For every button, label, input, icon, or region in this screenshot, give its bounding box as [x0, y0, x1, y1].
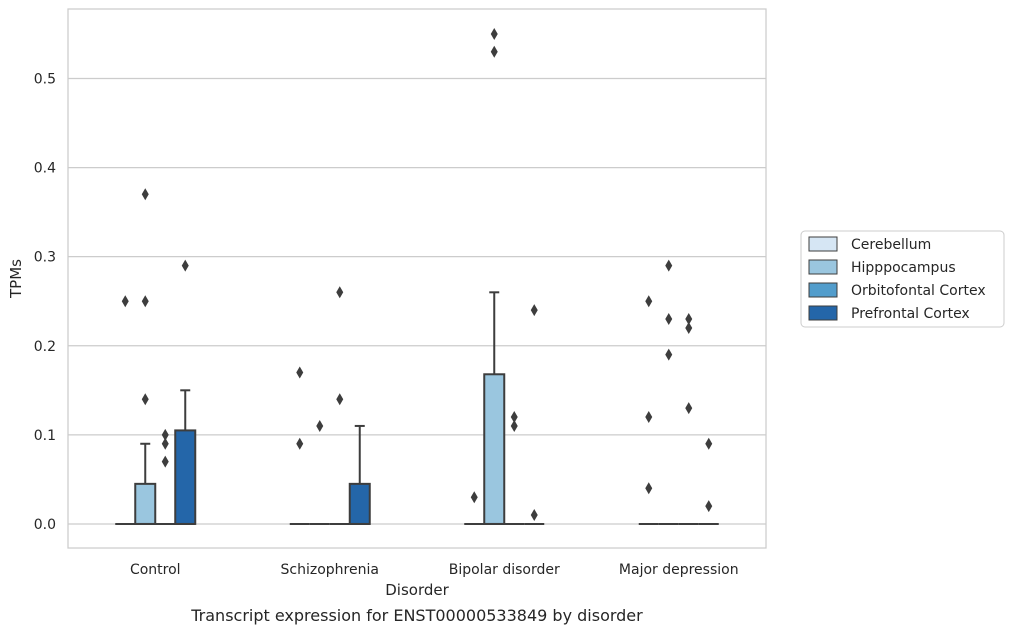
outlier-point [645, 482, 653, 495]
legend-swatch [808, 305, 838, 321]
outlier-point [705, 437, 713, 450]
outlier-point [490, 27, 498, 40]
x-tick-labels: Control Schizophrenia Bipolar disorder Majo… [130, 562, 739, 578]
outlier-point [685, 313, 693, 326]
outlier-point [530, 304, 538, 317]
outlier-point [665, 259, 673, 272]
outlier-point [316, 419, 324, 432]
outlier-point [121, 295, 129, 308]
outlier-point [685, 321, 693, 334]
boxes [115, 291, 719, 525]
outlier-point [336, 393, 344, 406]
outlier-point [181, 259, 189, 272]
outlier-point [665, 348, 673, 361]
y-axis-label: TPMs [7, 259, 25, 299]
box [174, 429, 197, 525]
y-tick-label: 0.0 [34, 517, 56, 533]
x-tick-label: Major depression [619, 562, 739, 578]
outlier-point [336, 286, 344, 299]
box [348, 482, 371, 525]
outlier-point [161, 455, 169, 468]
box [134, 482, 157, 525]
legend-label: Prefrontal Cortex [851, 306, 970, 322]
legend: Cerebellum Hipppocampus Orbitofontal Corte… [800, 230, 1005, 328]
chart-caption: Transcript expression for ENST0000053384… [191, 606, 643, 625]
x-tick-label: Schizophrenia [281, 562, 379, 578]
legend-swatch [808, 259, 838, 275]
outlier-point [161, 428, 169, 441]
y-tick-label: 0.1 [34, 428, 56, 444]
outlier-point [141, 393, 149, 406]
outlier-point [685, 402, 693, 415]
x-tick-label: Control [130, 562, 181, 578]
legend-label: Orbitofontal Cortex [851, 283, 986, 299]
outlier-point [645, 295, 653, 308]
outlier-point [530, 509, 538, 522]
outlier-point [470, 491, 478, 504]
y-tick-label: 0.5 [34, 71, 56, 87]
outlier-point [510, 411, 518, 424]
legend-label: Cerebellum [851, 237, 931, 253]
outlier-point [645, 411, 653, 424]
x-axis-label: Disorder [385, 581, 449, 599]
outlier-point [510, 419, 518, 432]
y-tick-label: 0.4 [34, 161, 56, 177]
plot-frame [67, 8, 767, 549]
legend-swatch [808, 236, 838, 252]
fliers [121, 27, 713, 522]
box [483, 373, 506, 525]
grid-lines [68, 77, 766, 525]
outlier-point [141, 295, 149, 308]
outlier-point [141, 188, 149, 201]
outlier-point [296, 437, 304, 450]
x-tick-label: Bipolar disorder [449, 562, 560, 578]
y-tick-labels: 0.0 0.1 0.2 0.3 0.4 0.5 [34, 71, 56, 532]
y-tick-label: 0.2 [34, 339, 56, 355]
outlier-point [665, 313, 673, 326]
outlier-point [705, 500, 713, 513]
legend-frame [800, 230, 1005, 328]
outlier-point [296, 366, 304, 379]
y-tick-label: 0.3 [34, 250, 56, 266]
outlier-point [161, 437, 169, 450]
outlier-point [490, 45, 498, 58]
legend-swatch [808, 282, 838, 298]
legend-label: Hipppocampus [851, 260, 956, 276]
